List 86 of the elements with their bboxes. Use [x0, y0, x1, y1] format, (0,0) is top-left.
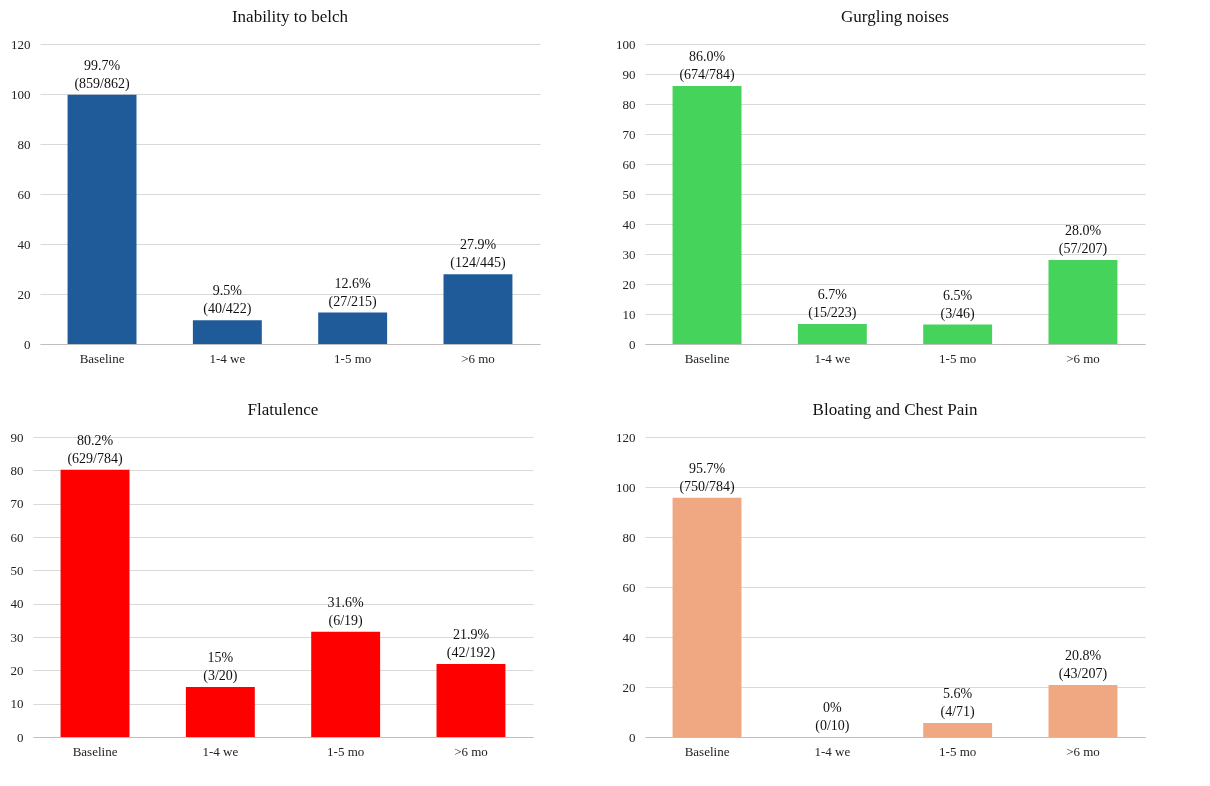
y-tick-label: 20: [622, 276, 636, 292]
y-tick-label: 80: [622, 529, 636, 545]
y-tick-label: 40: [622, 216, 636, 232]
bar: [443, 274, 513, 344]
x-tick-label: Baseline: [684, 350, 730, 366]
y-tick-label: 30: [10, 629, 24, 645]
bar: [192, 320, 262, 344]
bar: [672, 497, 742, 737]
chart-title: Gurgling noises: [841, 7, 949, 26]
y-tick-label: 20: [17, 286, 31, 302]
y-tick-label: 40: [17, 236, 31, 252]
y-tick-label: 30: [622, 246, 636, 262]
x-tick-label: 1-5 mo: [334, 350, 372, 366]
data-label: 0% (0/10): [815, 700, 850, 734]
data-label: 95.7% (750/784): [679, 460, 735, 495]
bar: [797, 323, 867, 344]
y-tick-label: 100: [616, 36, 636, 52]
bar: [672, 86, 742, 344]
y-tick-label: 120: [11, 36, 31, 52]
y-tick-label: 50: [622, 186, 636, 202]
bar: [185, 687, 255, 737]
data-label: 21.9% (42/192): [446, 627, 496, 661]
data-label: 12.6% (27/215): [328, 275, 378, 310]
y-tick-label: 70: [622, 126, 636, 142]
y-tick-label: 0: [629, 729, 636, 745]
x-tick-label: Baseline: [72, 743, 118, 759]
bar: [1048, 685, 1118, 737]
chart-title: Inability to belch: [231, 7, 349, 26]
y-tick-label: 10: [10, 696, 24, 712]
x-tick-label: 1-4 we: [814, 350, 851, 366]
chart-title: Flatulence: [247, 400, 319, 419]
data-label: 86.0% (674/784): [679, 49, 735, 83]
y-tick-label: 0: [17, 729, 24, 745]
data-label: 20.8% (43/207): [1058, 648, 1108, 682]
y-tick-label: 60: [17, 186, 31, 202]
data-label: 6.7% (15/223): [808, 286, 857, 321]
x-tick-label: >6 mo: [1066, 350, 1100, 366]
x-tick-label: >6 mo: [1066, 743, 1100, 759]
x-tick-label: >6 mo: [454, 743, 488, 759]
y-tick-label: 0: [24, 336, 31, 352]
x-tick-label: Baseline: [79, 350, 125, 366]
y-tick-label: 120: [616, 429, 636, 445]
y-tick-label: 20: [10, 662, 24, 678]
y-tick-label: 20: [622, 679, 636, 695]
y-tick-label: 90: [10, 429, 24, 445]
x-tick-label: >6 mo: [461, 350, 495, 366]
y-tick-label: 10: [622, 306, 636, 322]
bar: [67, 94, 137, 344]
data-label: 28.0% (57/207): [1058, 223, 1108, 257]
y-tick-label: 60: [622, 579, 636, 595]
data-label: 80.2% (629/784): [67, 432, 123, 467]
bar: [436, 664, 506, 737]
chart-title: Bloating and Chest Pain: [812, 400, 978, 419]
bar: [923, 723, 993, 737]
y-tick-label: 50: [10, 562, 24, 578]
bar: [318, 312, 388, 344]
bar: [1048, 260, 1118, 344]
y-tick-label: 60: [10, 529, 24, 545]
y-tick-label: 100: [11, 86, 31, 102]
x-tick-label: 1-5 mo: [939, 743, 977, 759]
y-tick-label: 0: [629, 336, 636, 352]
data-label: 5.6% (4/71): [940, 686, 976, 720]
x-tick-label: 1-4 we: [202, 743, 239, 759]
x-tick-label: 1-4 we: [814, 743, 851, 759]
x-tick-label: Baseline: [684, 743, 730, 759]
bar: [923, 324, 993, 344]
data-label: 31.6% (6/19): [327, 594, 365, 629]
y-tick-label: 80: [622, 96, 636, 112]
data-label: 6.5% (3/46): [940, 287, 976, 322]
x-tick-label: 1-5 mo: [939, 350, 977, 366]
bar: [60, 469, 130, 737]
bar: [311, 631, 381, 737]
data-label: 9.5% (40/422): [203, 283, 252, 318]
y-tick-label: 40: [10, 596, 24, 612]
y-tick-label: 80: [17, 136, 31, 152]
x-tick-label: 1-5 mo: [327, 743, 365, 759]
y-tick-label: 100: [616, 479, 636, 495]
y-tick-label: 80: [10, 462, 24, 478]
y-tick-label: 60: [622, 156, 636, 172]
data-label: 27.9% (124/445): [450, 237, 506, 272]
y-tick-label: 90: [622, 66, 636, 82]
data-label: 99.7% (859/862): [74, 57, 130, 92]
y-tick-label: 70: [10, 496, 24, 512]
y-tick-label: 40: [622, 629, 636, 645]
x-tick-label: 1-4 we: [209, 350, 246, 366]
data-label: 15% (3/20): [203, 650, 238, 684]
